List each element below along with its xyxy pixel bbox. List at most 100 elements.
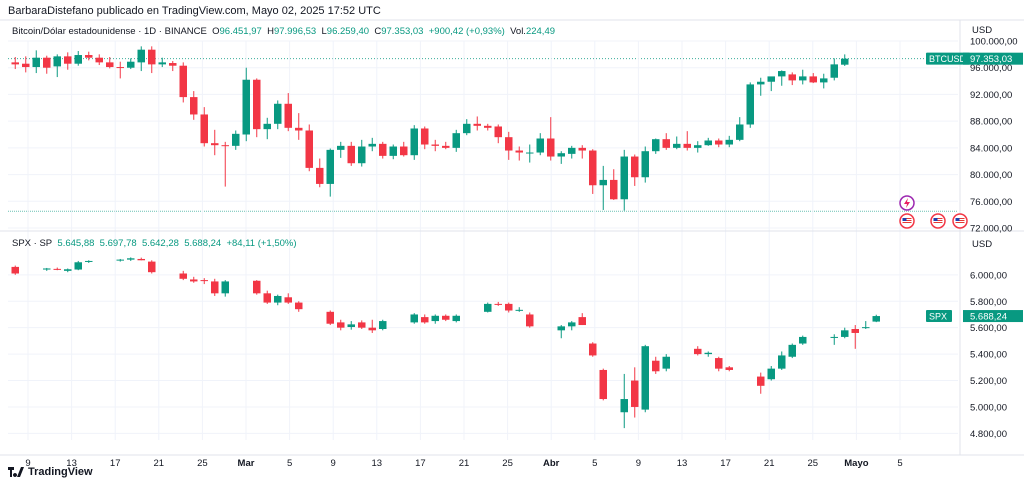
btc-candle[interactable]	[379, 141, 387, 159]
spx-candle[interactable]	[74, 260, 83, 271]
btc-candle[interactable]	[641, 146, 650, 183]
btc-candle[interactable]	[494, 124, 503, 144]
spx-candle[interactable]	[431, 314, 440, 324]
spx-currency-label[interactable]: USD	[972, 239, 992, 250]
spx-candle[interactable]	[725, 366, 734, 372]
btc-candle[interactable]	[589, 149, 597, 194]
spx-candle[interactable]	[221, 280, 230, 297]
btc-candle[interactable]	[200, 107, 209, 147]
spx-candle[interactable]	[526, 312, 534, 328]
btc-candle[interactable]	[673, 136, 681, 150]
btc-candle[interactable]	[116, 61, 125, 79]
btc-candle[interactable]	[788, 72, 797, 86]
btc-candle[interactable]	[85, 51, 93, 61]
btc-candle[interactable]	[11, 57, 20, 70]
spx-candle[interactable]	[599, 368, 608, 401]
btc-candle[interactable]	[358, 139, 366, 167]
btc-candle[interactable]	[526, 144, 534, 163]
btc-candle[interactable]	[610, 169, 618, 200]
spx-candle[interactable]	[568, 321, 576, 331]
btc-candle[interactable]	[547, 117, 555, 161]
btc-candle[interactable]	[484, 123, 492, 131]
spx-candle[interactable]	[263, 290, 272, 304]
spx-candle[interactable]	[515, 307, 524, 312]
btc-candle[interactable]	[463, 119, 471, 136]
btc-candle[interactable]	[263, 117, 272, 140]
btc-candle[interactable]	[211, 129, 219, 156]
spx-candle[interactable]	[200, 278, 209, 285]
spx-candle[interactable]	[274, 294, 282, 306]
btc-candle[interactable]	[137, 46, 146, 72]
spx-candle[interactable]	[137, 257, 146, 261]
btc-candle[interactable]	[295, 113, 303, 140]
spx-candle[interactable]	[253, 280, 261, 295]
btc-candle[interactable]	[421, 126, 429, 150]
btc-candle[interactable]	[316, 158, 324, 188]
btc-price-tag[interactable]: BTCUSD 97.353,03	[926, 52, 1023, 66]
btc-candle[interactable]	[725, 135, 734, 148]
btc-candle[interactable]	[767, 76, 776, 92]
spx-candle[interactable]	[379, 319, 387, 331]
spx-candle[interactable]	[11, 265, 20, 275]
btc-candle[interactable]	[557, 151, 566, 164]
us-flag-icon[interactable]	[899, 213, 915, 229]
btc-candle[interactable]	[694, 141, 702, 153]
spx-candle[interactable]	[872, 314, 881, 323]
btc-candle[interactable]	[253, 78, 261, 138]
spx-candle[interactable]	[505, 302, 513, 313]
btc-candle[interactable]	[683, 131, 692, 151]
spx-candle[interactable]	[64, 268, 72, 273]
btc-candle[interactable]	[53, 54, 62, 78]
btc-candle[interactable]	[820, 73, 828, 89]
btc-candle[interactable]	[410, 125, 419, 160]
btc-candle[interactable]	[736, 117, 744, 142]
btc-candle[interactable]	[442, 141, 450, 150]
btc-candle[interactable]	[578, 145, 587, 159]
btc-candle[interactable]	[64, 52, 72, 70]
btc-candle[interactable]	[347, 141, 356, 166]
spx-candle[interactable]	[788, 343, 797, 359]
btc-candle[interactable]	[568, 145, 576, 159]
btc-candle[interactable]	[169, 61, 177, 72]
spx-candle[interactable]	[589, 342, 597, 357]
btc-pane[interactable]	[11, 46, 849, 211]
spx-candle[interactable]	[557, 325, 566, 339]
spx-candle[interactable]	[452, 314, 461, 323]
us-flag-icon[interactable]	[952, 213, 968, 229]
spx-candle[interactable]	[148, 260, 156, 274]
spx-candle[interactable]	[862, 321, 870, 329]
btc-candle[interactable]	[778, 70, 786, 86]
btc-candle[interactable]	[305, 124, 314, 172]
spx-candle[interactable]	[652, 356, 660, 374]
btc-candle[interactable]	[221, 141, 230, 187]
spx-candle[interactable]	[53, 267, 62, 271]
btc-candle[interactable]	[368, 137, 377, 152]
btc-candle[interactable]	[452, 129, 461, 152]
btc-candle[interactable]	[652, 138, 660, 154]
btc-candle[interactable]	[757, 77, 765, 96]
spx-candle[interactable]	[284, 293, 293, 304]
btc-candle[interactable]	[431, 139, 440, 152]
btc-candle[interactable]	[284, 93, 293, 132]
btc-candle[interactable]	[179, 62, 188, 103]
btc-candle[interactable]	[809, 73, 818, 84]
spx-candle[interactable]	[85, 260, 93, 263]
btc-candle[interactable]	[106, 57, 114, 69]
spx-candle[interactable]	[715, 356, 723, 372]
btc-candle[interactable]	[337, 141, 345, 158]
btc-candle[interactable]	[505, 131, 513, 160]
btc-candle[interactable]	[704, 137, 713, 146]
spx-candle[interactable]	[43, 267, 51, 271]
spx-candle[interactable]	[179, 270, 188, 281]
spx-candle[interactable]	[641, 344, 650, 413]
spx-candle[interactable]	[662, 354, 671, 372]
btc-candle[interactable]	[599, 165, 608, 210]
tradingview-brand[interactable]: TradingView	[8, 466, 93, 478]
btc-candle[interactable]	[715, 138, 723, 148]
btc-currency-label[interactable]: USD	[972, 25, 992, 36]
btc-candle[interactable]	[274, 100, 282, 130]
btc-candle[interactable]	[473, 116, 482, 131]
btc-candle[interactable]	[830, 58, 839, 81]
btc-candle[interactable]	[242, 67, 251, 142]
